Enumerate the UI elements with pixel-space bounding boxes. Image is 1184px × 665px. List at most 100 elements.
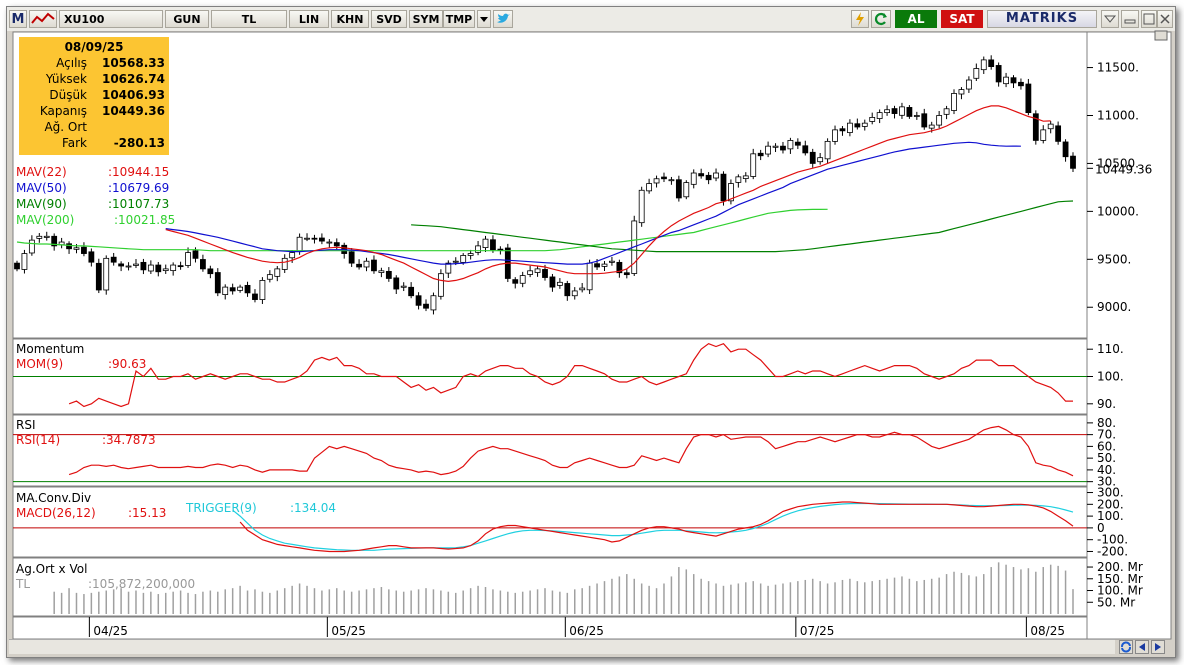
macd-tick-label: 100. (1097, 509, 1124, 523)
candle-up (274, 268, 281, 277)
macd-tick-label: -200. (1097, 544, 1128, 558)
price-tick-label: 9500. (1097, 252, 1131, 266)
sync-icon[interactable] (1119, 640, 1133, 654)
candle-up (519, 275, 526, 284)
sell-button[interactable]: SAT (941, 10, 983, 28)
candle-down (757, 152, 764, 157)
candle-down (1032, 113, 1039, 141)
candle-up (824, 140, 831, 160)
momentum-tick-label: 90. (1097, 397, 1116, 411)
chart-window: M XU100 GUN TL LIN KHN SVD SYM TMP (6, 6, 1176, 658)
price-panel (12, 31, 1088, 339)
candle-up (43, 235, 50, 238)
symbol-field[interactable]: XU100 (59, 10, 163, 28)
candle-down (252, 293, 258, 300)
info-low-value: 10406.93 (101, 88, 165, 102)
minimize-icon[interactable] (1101, 10, 1119, 28)
volume-title: Ag.Ort x Vol (16, 562, 87, 576)
scroll-left-icon[interactable] (1135, 640, 1149, 654)
axis-menu-icon[interactable] (1154, 30, 1168, 41)
info-high-label: Yüksek (45, 72, 87, 86)
candle-up (296, 236, 303, 252)
candle-down (393, 277, 400, 290)
buy-button[interactable]: AL (895, 10, 937, 28)
date-tick-label: 06/25 (569, 624, 604, 638)
candle-down (408, 286, 415, 297)
candle-down (385, 270, 392, 279)
candle-up (170, 264, 177, 272)
candle-up (222, 286, 229, 295)
candle-down (311, 237, 318, 240)
legend-trigger-name: TRIGGER(9) (185, 501, 257, 515)
price-tick-label: 11500. (1097, 61, 1139, 75)
candle-up (125, 265, 132, 268)
candle-up (928, 124, 935, 129)
lightning-icon[interactable] (851, 10, 869, 28)
app-logo-button[interactable]: M (9, 10, 27, 28)
candle-down (118, 263, 125, 267)
date-tick-label: 07/25 (800, 624, 835, 638)
close-icon[interactable] (1157, 10, 1173, 28)
candle-up (869, 117, 876, 122)
twitter-icon[interactable] (493, 10, 513, 28)
candle-up (73, 247, 80, 250)
candle-up (876, 112, 883, 119)
candle-up (304, 237, 310, 240)
candle-down (333, 242, 340, 247)
candle-down (348, 251, 355, 264)
candle-up (527, 270, 534, 275)
candle-up (832, 129, 838, 142)
horizontal-scrollbar[interactable] (9, 639, 1115, 654)
legend-mav22-value: :10944.15 (108, 165, 169, 179)
mav200-line (16, 208, 828, 252)
candle-down (88, 251, 95, 263)
value-axis (1086, 31, 1172, 640)
refresh-icon[interactable] (871, 10, 891, 28)
candle-up (951, 93, 957, 111)
candle-up (913, 115, 920, 117)
candle-down (214, 272, 221, 294)
candle-down (1055, 125, 1062, 142)
candle-down (1010, 77, 1017, 84)
sym-button[interactable]: SYM (409, 10, 443, 28)
candle-down (415, 295, 422, 306)
scroll-right-icon[interactable] (1151, 640, 1165, 654)
period-button[interactable]: GUN (165, 10, 209, 28)
candle-up (958, 89, 965, 95)
restore-icon[interactable] (1121, 10, 1139, 28)
candle-down (81, 246, 87, 254)
svd-button[interactable]: SVD (371, 10, 407, 28)
candle-up (467, 253, 474, 256)
candle-down (244, 284, 251, 294)
date-tick-label: 05/25 (331, 624, 366, 638)
momentum-tick-label: 100. (1097, 370, 1124, 384)
tmp-button[interactable]: TMP (443, 10, 475, 28)
candle-down (319, 237, 325, 242)
candle-up (713, 172, 719, 179)
info-avg-label: Ağ. Ort (44, 120, 87, 134)
candle-down (564, 283, 571, 297)
khn-button[interactable]: KHN (331, 10, 369, 28)
candle-up (735, 176, 742, 183)
chart-type-icon[interactable] (29, 10, 57, 28)
macd-tick-label: 200. (1097, 497, 1124, 511)
volume-tick-label: 200. Mr (1097, 560, 1143, 574)
maximize-icon[interactable] (1141, 10, 1157, 28)
price-tick-label: 10500. (1097, 156, 1139, 170)
candle-up (943, 108, 950, 115)
legend-volume-name: TL (15, 577, 30, 591)
rsi-panel (12, 414, 1088, 487)
legend-momentum-value: :90.63 (108, 357, 146, 371)
candle-down (780, 145, 786, 151)
candle-down (705, 174, 712, 181)
scale-button[interactable]: LIN (289, 10, 329, 28)
candle-up (237, 286, 243, 291)
currency-button[interactable]: TL (211, 10, 287, 28)
date-axis (12, 616, 1088, 640)
dropdown-icon[interactable] (477, 10, 491, 28)
candle-down (1070, 155, 1076, 169)
candle-up (579, 287, 586, 291)
candle-up (690, 172, 697, 185)
candle-up (400, 285, 407, 288)
info-open-label: Açılış (56, 56, 87, 70)
